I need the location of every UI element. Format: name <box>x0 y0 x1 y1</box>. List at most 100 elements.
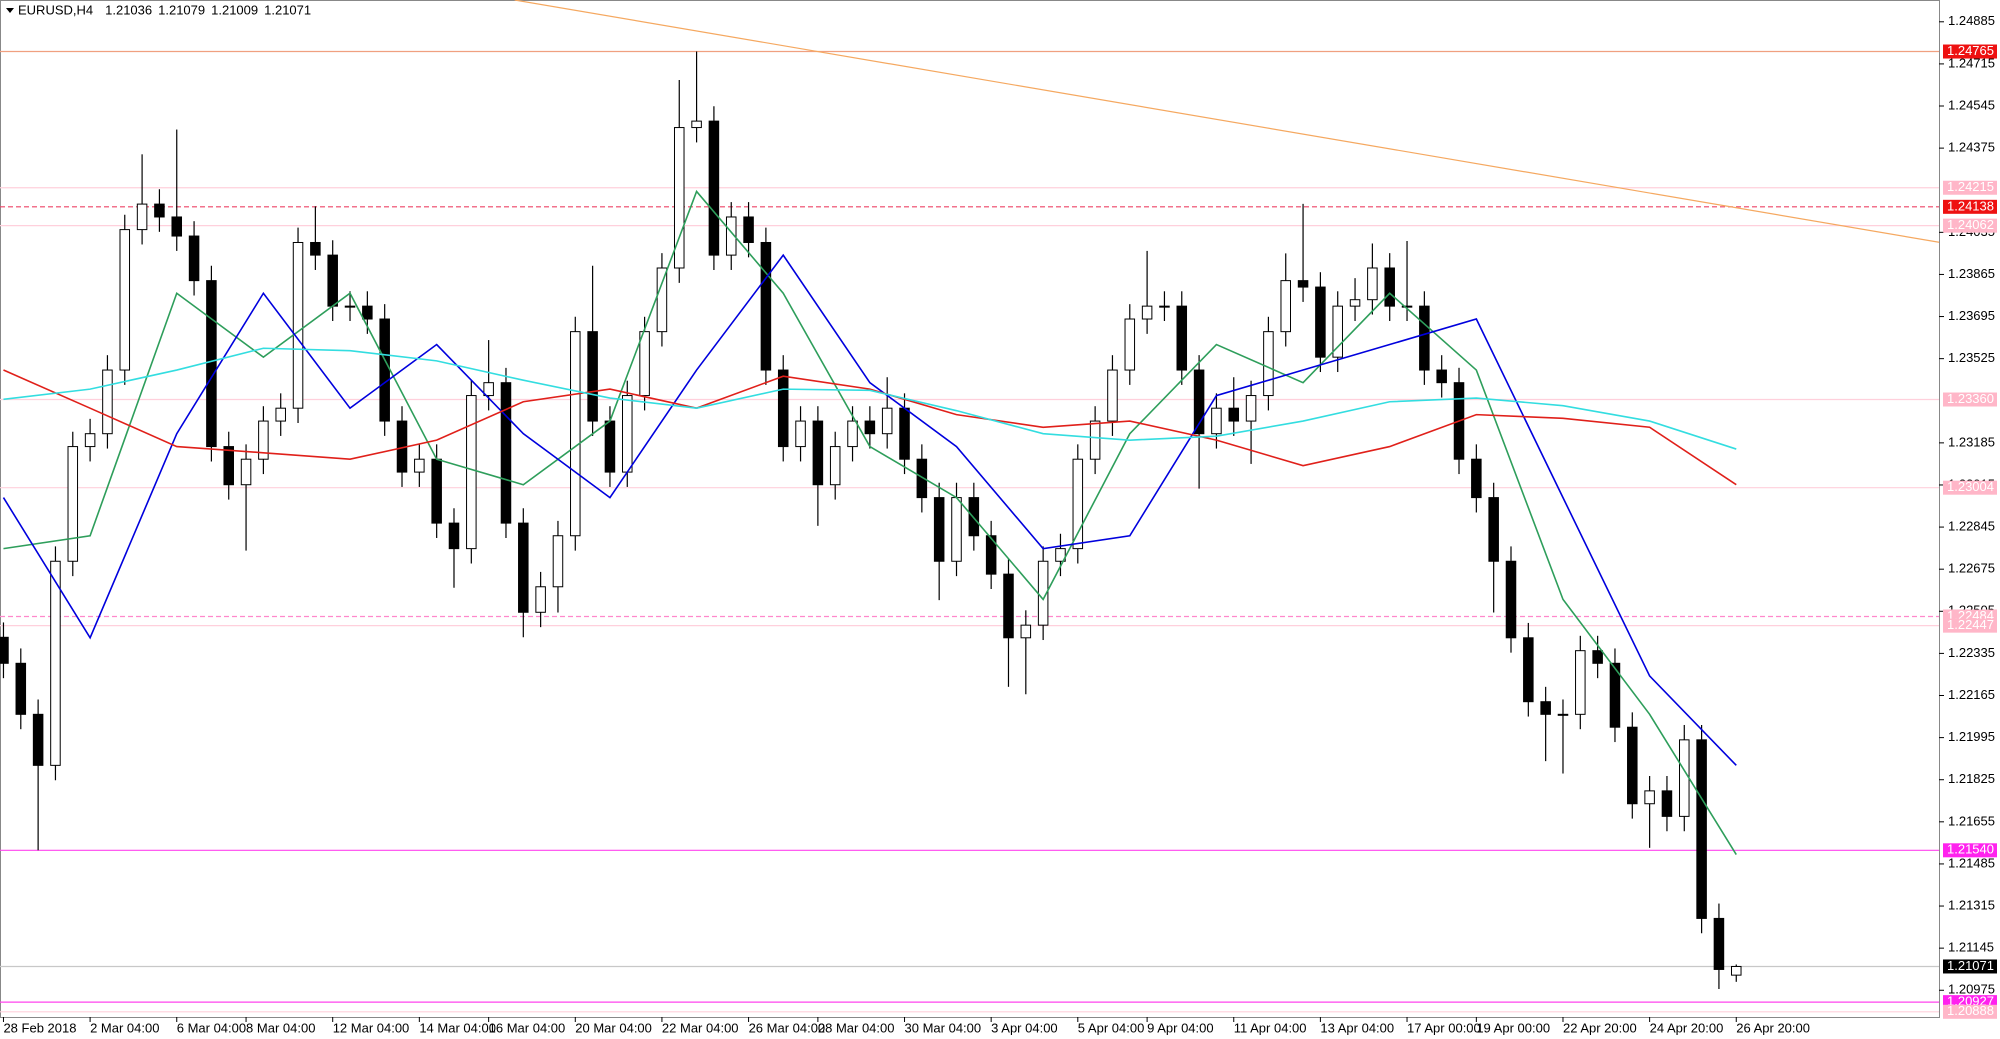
candle-body <box>188 235 200 282</box>
y-tick-label: 1.24375 <box>1948 140 1995 155</box>
y-tick-label: 1.23185 <box>1948 434 1995 449</box>
candle-body <box>795 420 806 448</box>
candle-body <box>1471 458 1482 499</box>
candle-body <box>344 305 356 308</box>
candle-body <box>466 395 477 550</box>
candle-body <box>1280 280 1292 333</box>
x-tick-label: 26 Mar 04:00 <box>749 1020 826 1035</box>
price-label-bg <box>1943 618 1997 633</box>
y-tick-label: 1.23525 <box>1948 350 1995 365</box>
candle-body <box>968 497 980 537</box>
candle-body <box>535 586 546 613</box>
x-tick-label: 2 Mar 04:00 <box>90 1020 159 1035</box>
candle-body <box>777 369 789 448</box>
x-tick-label: 24 Apr 20:00 <box>1650 1020 1724 1035</box>
candle-body <box>1020 624 1032 639</box>
y-tick-label: 1.21145 <box>1948 940 1994 955</box>
candle-body <box>15 662 27 715</box>
candle-body <box>587 331 598 422</box>
candle-body <box>1713 917 1725 970</box>
menu-arrow[interactable] <box>6 8 14 13</box>
x-tick-label: 22 Mar 04:00 <box>662 1020 739 1035</box>
candle-body <box>362 305 373 320</box>
y-tick-label: 1.21485 <box>1948 855 1995 870</box>
y-tick-label: 1.21315 <box>1948 897 1995 912</box>
candle-body <box>171 216 183 237</box>
price-label: 1.24138 <box>1947 198 1994 213</box>
candle-body <box>1193 369 1205 435</box>
candle-body <box>1107 369 1118 422</box>
candle-body <box>102 369 113 435</box>
candle-body <box>379 318 390 422</box>
price-label-bg <box>1943 959 1997 974</box>
candle-body <box>725 216 737 256</box>
price-label: 1.21540 <box>1947 842 1994 857</box>
y-tick-label: 1.21825 <box>1948 771 1995 786</box>
y-tick-label: 1.24885 <box>1948 13 1995 28</box>
candle-body <box>32 713 44 766</box>
candle-body <box>154 203 165 218</box>
x-tick-label: 26 Apr 20:00 <box>1736 1020 1810 1035</box>
candle-body <box>570 331 581 537</box>
candle-body <box>1072 458 1084 550</box>
candle-body <box>1661 790 1673 817</box>
x-tick-label: 5 Apr 04:00 <box>1078 1020 1145 1035</box>
price-label: 1.23360 <box>1947 391 1994 406</box>
y-tick-label: 1.22845 <box>1948 519 1995 534</box>
candle-body <box>916 458 928 499</box>
moving-average <box>2 253 1737 766</box>
x-tick-label: 30 Mar 04:00 <box>905 1020 982 1035</box>
candle-body <box>1159 305 1170 308</box>
price-label: 1.20888 <box>1947 1003 1994 1018</box>
x-tick-label: 9 Apr 04:00 <box>1147 1020 1214 1035</box>
price-label-bg <box>1943 1004 1997 1019</box>
y-tick-label: 1.23695 <box>1948 308 1995 323</box>
trendline <box>514 0 1940 243</box>
y-tick-label: 1.22675 <box>1948 561 1995 576</box>
symbol: EURUSD,H4 <box>18 2 93 17</box>
price-label: 1.24765 <box>1947 43 1994 58</box>
candle-body <box>1124 318 1136 371</box>
candle-body <box>84 433 96 448</box>
candle-body <box>1575 650 1586 715</box>
candle-body <box>258 420 269 460</box>
candle-body <box>1176 305 1188 371</box>
candle-body <box>206 280 217 448</box>
x-tick-label: 6 Mar 04:00 <box>177 1020 246 1035</box>
y-tick-label: 1.23865 <box>1948 266 1995 281</box>
y-tick-label: 1.20975 <box>1948 982 1995 997</box>
header-value: 1.21009 <box>211 2 258 17</box>
candle-body <box>1679 739 1690 817</box>
price-label-bg <box>1943 392 1997 407</box>
x-tick-label: 17 Apr 00:00 <box>1407 1020 1481 1035</box>
x-tick-label: 16 Mar 04:00 <box>489 1020 566 1035</box>
candle-body <box>864 420 876 435</box>
candle-body <box>1557 713 1569 716</box>
candle-body <box>1523 637 1534 703</box>
candle-body <box>1349 299 1361 307</box>
candle-body <box>1228 407 1240 422</box>
x-tick-label: 12 Mar 04:00 <box>333 1020 410 1035</box>
y-tick-label: 1.24715 <box>1948 55 1995 70</box>
candle-body <box>673 127 685 269</box>
candle-body <box>310 241 321 256</box>
candle-body <box>1384 267 1395 307</box>
candle-body <box>1627 726 1638 805</box>
candle-body <box>1141 305 1153 320</box>
candle-body <box>1609 662 1621 728</box>
price-label-bg <box>1943 44 1997 59</box>
price-label-bg <box>1943 843 1997 858</box>
candle-body <box>1419 305 1430 371</box>
price-label-bg <box>1943 180 1997 195</box>
candle-body <box>136 203 148 231</box>
candle-body <box>1505 560 1517 639</box>
x-tick-label: 11 Apr 04:00 <box>1234 1020 1307 1035</box>
price-label: 1.21071 <box>1947 958 1994 973</box>
x-tick-label: 20 Mar 04:00 <box>575 1020 652 1035</box>
header-value: 1.21079 <box>158 2 205 17</box>
candle-body <box>1245 395 1257 422</box>
x-tick-label: 28 Mar 04:00 <box>818 1020 895 1035</box>
candle-body <box>1003 573 1014 639</box>
candle-body <box>933 497 945 562</box>
